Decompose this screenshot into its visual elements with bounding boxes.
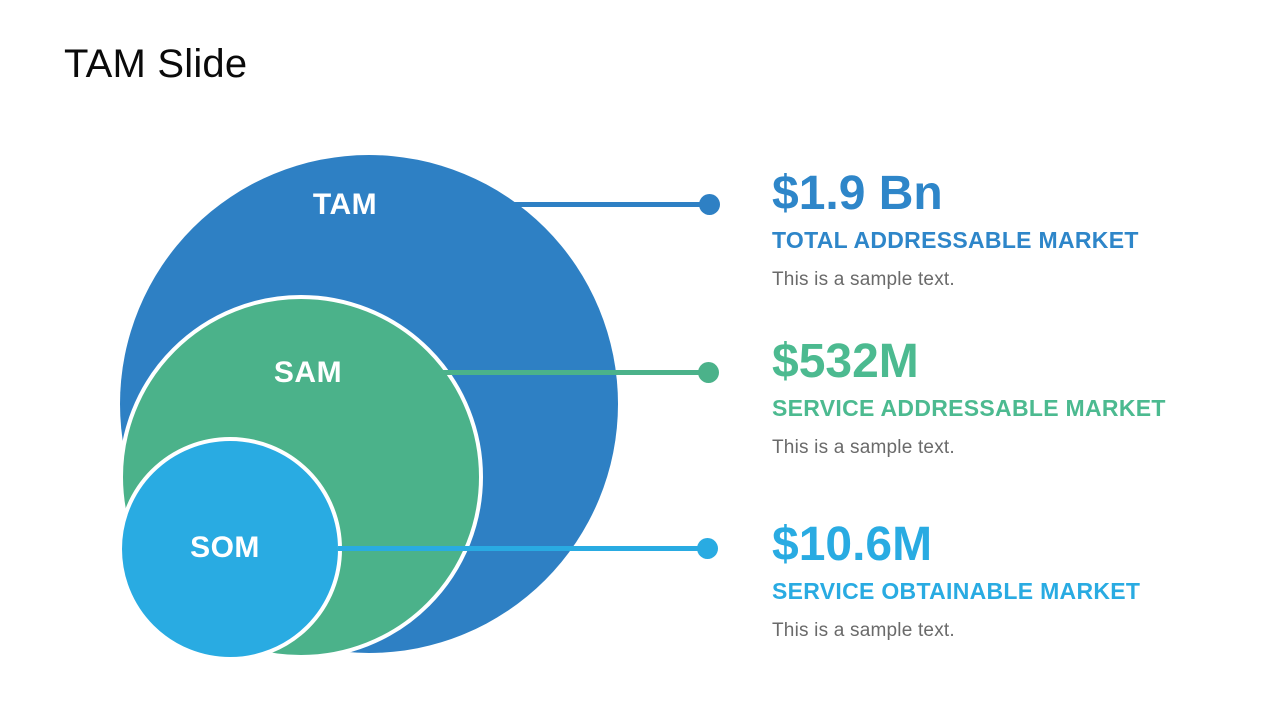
tam-value: $1.9 Bn (772, 167, 943, 220)
sam-connector-dot-icon (698, 362, 719, 383)
tam-description: This is a sample text. (772, 269, 955, 291)
page-title: TAM Slide (64, 42, 248, 86)
sam-label: SERVICE ADDRESSABLE MARKET (772, 395, 1166, 422)
som-value: $10.6M (772, 518, 933, 571)
tam-connector-dot-icon (699, 194, 720, 215)
som-circle (118, 437, 342, 661)
som-description: This is a sample text. (772, 620, 955, 642)
som-stat-block: $10.6M SERVICE OBTAINABLE MARKET This is… (772, 518, 1252, 642)
sam-stat-block: $532M SERVICE ADDRESSABLE MARKET This is… (772, 335, 1252, 459)
sam-value: $532M (772, 335, 919, 388)
sam-connector-line (441, 370, 710, 375)
som-circle-label: SOM (190, 531, 260, 564)
som-connector-line (338, 546, 709, 551)
som-label: SERVICE OBTAINABLE MARKET (772, 578, 1141, 605)
tam-stat-block: $1.9 Bn TOTAL ADDRESSABLE MARKET This is… (772, 167, 1252, 291)
tam-connector-line (505, 202, 710, 207)
tam-label: TOTAL ADDRESSABLE MARKET (772, 227, 1139, 254)
tam-circle-label: TAM (312, 188, 378, 221)
som-connector-dot-icon (697, 538, 718, 559)
sam-description: This is a sample text. (772, 437, 955, 459)
sam-circle-label: SAM (273, 356, 343, 389)
